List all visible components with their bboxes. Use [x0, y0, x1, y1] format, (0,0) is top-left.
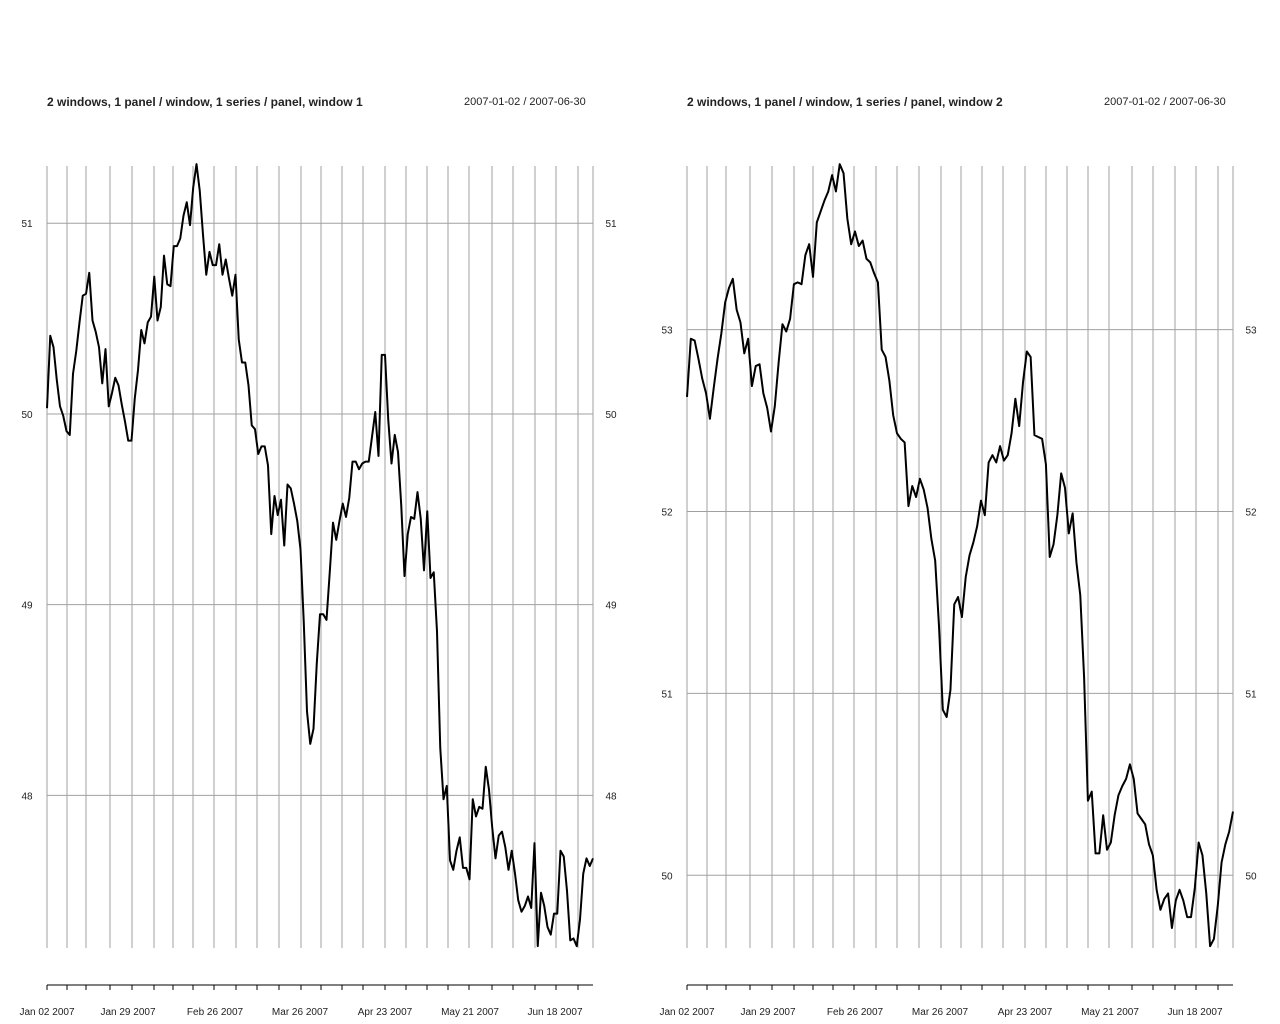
- y-tick-label-right: 50: [1245, 871, 1257, 882]
- chart-date-range: 2007-01-02 / 2007-06-30: [464, 96, 586, 108]
- x-tick-label: Feb 26 2007: [827, 1007, 884, 1018]
- y-tick-label-left: 49: [21, 601, 33, 612]
- y-tick-label-left: 51: [21, 219, 33, 230]
- x-tick-label: Feb 26 2007: [187, 1007, 244, 1018]
- x-tick-label: Apr 23 2007: [358, 1007, 413, 1018]
- x-tick-label: May 21 2007: [1081, 1007, 1139, 1018]
- y-tick-label-right: 51: [605, 219, 617, 230]
- x-tick-label: Mar 26 2007: [272, 1007, 329, 1018]
- chart-window-2: 2 windows, 1 panel / window, 1 series / …: [640, 0, 1280, 1024]
- x-tick-label: May 21 2007: [441, 1007, 499, 1018]
- plot-area: 50 50 51 51 52 52 53 53 Jan 02 2007 Jan 29 2007 Fe…: [659, 163, 1257, 1018]
- chart-date-range: 2007-01-02 / 2007-06-30: [1104, 96, 1226, 108]
- chart-title: 2 windows, 1 panel / window, 1 series / …: [47, 95, 363, 109]
- chart-canvas: 48 48 49 49 50 50 51 51 Jan 02 2007 Jan 29 2007 Fe…: [19, 163, 617, 1018]
- x-tick-label: Jan 02 2007: [659, 1007, 714, 1018]
- chart-window-1: 2 windows, 1 panel / window, 1 series / …: [19, 95, 617, 1018]
- y-tick-label-left: 50: [661, 871, 673, 882]
- chart-canvas: 50 50 51 51 52 52 53 53 Jan 02 2007 Jan 29 2007 Fe…: [659, 163, 1257, 1018]
- x-tick-label: Jan 02 2007: [19, 1007, 74, 1018]
- chart-title: 2 windows, 1 panel / window, 1 series / …: [687, 95, 1003, 109]
- y-tick-label-right: 52: [1245, 508, 1257, 519]
- y-tick-label-left: 51: [661, 689, 673, 700]
- y-tick-label-right: 48: [605, 791, 617, 802]
- y-tick-label-right: 50: [605, 410, 617, 421]
- y-tick-label-left: 50: [21, 410, 33, 421]
- y-tick-label-right: 51: [1245, 689, 1257, 700]
- x-tick-label: Mar 26 2007: [912, 1007, 969, 1018]
- x-tick-label: Jan 29 2007: [100, 1007, 155, 1018]
- y-tick-label-left: 52: [661, 508, 673, 519]
- x-tick-label: Apr 23 2007: [998, 1007, 1053, 1018]
- x-tick-label: Jan 29 2007: [740, 1007, 795, 1018]
- plot-area: 48 48 49 49 50 50 51 51 Jan 02 2007 Jan 29 2007 Fe…: [19, 163, 617, 1018]
- x-tick-label: Jun 18 2007: [1167, 1007, 1222, 1018]
- y-tick-label-left: 48: [21, 791, 33, 802]
- series-line: [46, 163, 594, 948]
- y-tick-label-right: 49: [605, 601, 617, 612]
- y-tick-label-right: 53: [1245, 326, 1257, 337]
- series-line: [686, 163, 1234, 948]
- x-tick-label: Jun 18 2007: [527, 1007, 582, 1018]
- y-tick-label-left: 53: [661, 326, 673, 337]
